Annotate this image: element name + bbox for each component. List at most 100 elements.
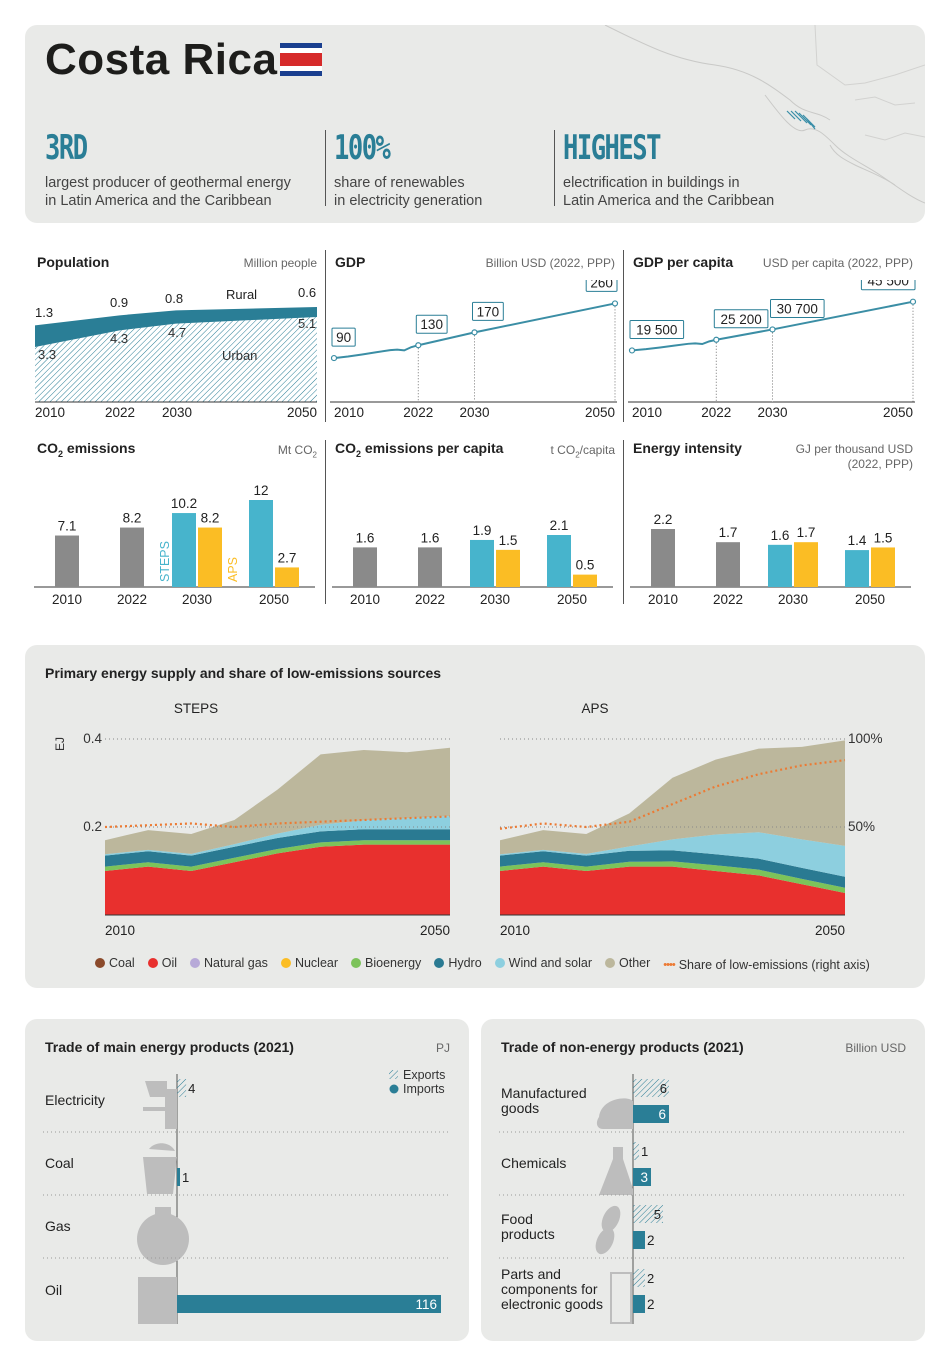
pes-card: Primary energy supply and share of low-e… [25, 645, 925, 988]
legend-item: •••• Share of low-emissions (right axis) [663, 958, 869, 972]
value-label: 25 200 [720, 312, 761, 327]
bar-hist [418, 547, 442, 587]
x-tick-label: 2010 [350, 592, 380, 607]
bar-value-label: 8.2 [123, 511, 142, 526]
legend-label: Hydro [448, 956, 482, 970]
legend-label: Natural gas [204, 956, 268, 970]
kpi-divider-1 [325, 130, 326, 206]
legend-item: Nuclear [280, 956, 339, 970]
import-value-label: 2 [647, 1297, 655, 1312]
bar-value-label: 1.6 [771, 528, 790, 543]
urban-label: 4.7 [168, 325, 186, 340]
gdppc-unit: USD per capita (2022, PPP) [762, 256, 913, 270]
gdppc-title: GDP per capita [633, 254, 734, 270]
x-tick-label: 2010 [334, 405, 364, 420]
value-box [472, 301, 504, 321]
bar-aps [573, 574, 597, 587]
gas-icon [137, 1213, 189, 1265]
legend-swatch [605, 958, 616, 968]
x-tick-label: 2050 [883, 405, 913, 420]
bar-value-label: 1.6 [356, 530, 375, 545]
kpi-3-desc-line2: Latin America and the Caribbean [563, 193, 775, 209]
legend-item: Other [605, 956, 650, 970]
x-tick-label: 2030 [480, 592, 510, 607]
legend-swatch [147, 958, 158, 968]
area-hydro [105, 829, 450, 867]
bar-aps [794, 542, 818, 587]
legend-label: Exports [403, 1068, 445, 1082]
import-bar [633, 1105, 669, 1123]
circuit-icon [610, 1272, 632, 1324]
x-tick-label: 2050 [815, 923, 845, 938]
x-tick-label: 2030 [182, 592, 212, 607]
share-line [499, 759, 846, 830]
gdp-unit: Billion USD (2022, PPP) [485, 256, 615, 270]
bar-steps [249, 500, 273, 587]
x-tick-label: 2050 [420, 923, 450, 938]
import-bar [633, 1168, 651, 1186]
data-point [611, 300, 619, 307]
row1-divider-1 [325, 250, 326, 422]
category-label: Chemicals [501, 1155, 566, 1171]
rural-label: 0.9 [110, 295, 128, 310]
category-label: electronic goods [501, 1296, 603, 1312]
bar-value-label: 8.2 [201, 511, 220, 526]
x-tick-label: 2010 [52, 592, 82, 607]
value-box [585, 280, 618, 292]
legend-swatch: •••• [663, 959, 675, 971]
kpi-2: 100% share of renewables in electricity … [334, 128, 564, 210]
x-tick-label: 2022 [713, 592, 743, 607]
bar-value-label: 2.1 [550, 518, 569, 533]
urban-label: 4.3 [110, 331, 128, 346]
x-tick-label: 2010 [35, 405, 65, 420]
import-value-label: 2 [647, 1233, 655, 1248]
gdp-chart: 90 130 170 260 2010 2022 2030 2050 [330, 280, 619, 420]
x-tick-label: 2030 [757, 405, 787, 420]
rural-label: 0.8 [165, 291, 183, 306]
co2-title: CO2 emissions [37, 440, 136, 459]
legend-label: Oil [161, 956, 177, 970]
category-label: components for [501, 1281, 598, 1297]
value-box [415, 314, 448, 334]
legend-label: Imports [403, 1082, 445, 1096]
category-label: Electricity [45, 1092, 105, 1108]
kpi-2-value: 100% [334, 128, 391, 168]
import-bar [633, 1295, 645, 1313]
area-wind-and-solar [500, 832, 845, 877]
rural-label: 0.6 [298, 285, 316, 300]
bar-steps [845, 550, 869, 587]
ei-unit-line2: (2022, PPP) [847, 457, 913, 471]
kpi-2-desc-line1: share of renewables [334, 175, 465, 191]
legend-swatch [280, 958, 291, 968]
gdp-title: GDP [335, 254, 366, 270]
y2-tick-label: 100% [848, 731, 883, 746]
value-label: 130 [420, 317, 443, 332]
row2-divider-1 [325, 440, 326, 604]
trade-energy-card: Trade of main energy products (2021) PJ … [25, 1019, 469, 1341]
bar-value-label: 1.7 [797, 525, 816, 540]
x-tick-label: 2022 [415, 592, 445, 607]
area-wind-and-solar [105, 816, 450, 856]
row1-divider-2 [623, 250, 624, 422]
legend-label: Nuclear [294, 956, 339, 970]
export-bar [633, 1079, 669, 1097]
population-unit: Million people [243, 256, 317, 270]
co2pc-chart: 1.6 1.6 1.9 1.5 2.1 0.5 2010 2022 2030 2050 [332, 518, 613, 607]
kpi-3: HIGHEST electrification in buildings in … [563, 128, 843, 210]
x-tick-label: 2030 [778, 592, 808, 607]
x-tick-label: 2022 [105, 405, 135, 420]
x-tick-label: 2050 [287, 405, 317, 420]
flask-icon [599, 1147, 633, 1195]
x-tick-label: 2050 [585, 405, 615, 420]
bar-value-label: 1.4 [848, 533, 867, 548]
value-box [860, 280, 916, 291]
oil-barrel-icon [138, 1277, 177, 1324]
import-bar [177, 1295, 441, 1313]
costa-rica-highlight [786, 110, 816, 130]
category-label: Coal [45, 1155, 74, 1171]
legend-swatch [434, 958, 445, 968]
value-label: 90 [336, 330, 351, 345]
category-label: products [501, 1226, 555, 1242]
bar-hist [716, 542, 740, 587]
